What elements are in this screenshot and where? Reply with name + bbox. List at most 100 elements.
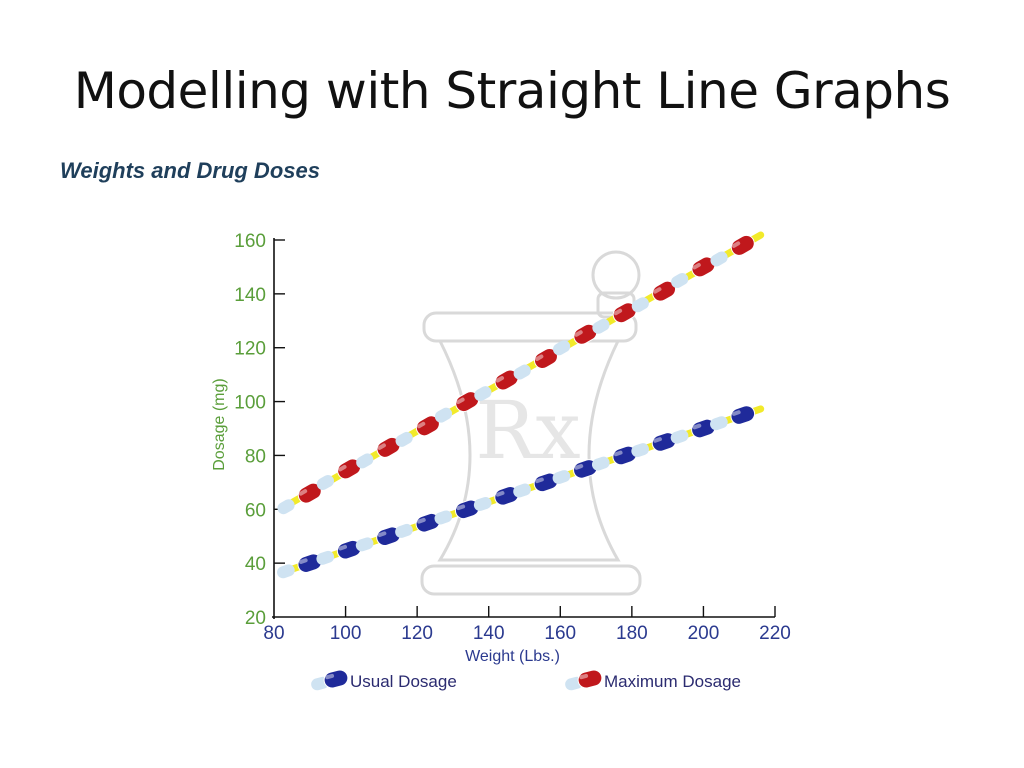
pill-shine <box>692 262 701 270</box>
mortar-rim <box>422 311 638 343</box>
pill-half-body <box>592 318 610 334</box>
chart-axes: 20 40 60 80 100 120 140 160 80 100 120 140 160 180 200… <box>211 231 791 665</box>
pill-shine <box>535 477 544 484</box>
pill-half <box>591 456 610 471</box>
y-tick-label: 120 <box>234 339 266 360</box>
pill-shine <box>692 423 702 430</box>
x-tick-label: 200 <box>688 623 720 644</box>
usual-dosage-point <box>336 539 362 560</box>
pill-half-body <box>591 456 610 471</box>
pestle-knob <box>591 250 641 300</box>
y-tick-label: 140 <box>234 285 266 306</box>
mortar-pestle-watermark: Rx <box>420 250 642 596</box>
legend-label: Usual Dosage <box>350 672 457 691</box>
pill-half <box>395 431 413 447</box>
pill-shine <box>298 489 308 496</box>
y-tick-label: 20 <box>245 608 266 629</box>
pill-half <box>395 523 413 538</box>
pill-shine <box>325 673 335 680</box>
pill-half <box>513 364 531 380</box>
pill-half-body <box>474 386 492 402</box>
maximum-dosage-point <box>612 302 637 324</box>
pill-half-body <box>552 470 571 485</box>
pill-half <box>356 453 374 469</box>
chart-legend: Usual Dosage Maximum Dosage <box>311 669 741 691</box>
legend-maximum-dosage: Maximum Dosage <box>565 669 741 691</box>
pill-half-body <box>670 429 689 444</box>
pill-shine <box>338 544 348 551</box>
y-axis-title: Dosage (mg) <box>211 378 228 470</box>
usual-dosage-point <box>612 445 637 466</box>
pill-shine <box>731 410 741 416</box>
maximum-dosage-point <box>337 458 362 480</box>
y-tick-label: 80 <box>245 446 266 467</box>
legend-label: Maximum Dosage <box>604 672 741 691</box>
pill-half <box>474 386 492 402</box>
pill-half <box>552 340 571 356</box>
usual-dosage-point <box>376 526 401 547</box>
pill-half-body <box>316 550 335 565</box>
x-tick-label: 220 <box>759 623 791 644</box>
rx-watermark: Rx <box>475 384 580 477</box>
pill-body <box>323 669 349 689</box>
pill-half <box>710 416 728 431</box>
usual-dosage-point <box>691 418 716 439</box>
pill-body <box>577 669 603 689</box>
x-tick-label: 140 <box>473 623 505 644</box>
maximum-dosage-point <box>494 369 519 391</box>
pill-half-body <box>631 297 649 313</box>
pill-half <box>355 537 374 552</box>
pill-half <box>434 510 453 525</box>
pill-shine <box>456 504 466 511</box>
pill-half <box>473 497 492 511</box>
pill-half-body <box>434 407 453 423</box>
pill-half <box>277 499 295 515</box>
x-tick-label: 80 <box>263 623 284 644</box>
pill-shine <box>298 558 308 564</box>
maximum-dosage-point <box>415 415 440 437</box>
pill-half-body <box>277 564 295 579</box>
pill-half-body <box>395 431 413 447</box>
pill-half-body <box>277 499 295 515</box>
pill-half-body <box>473 497 492 511</box>
pill-half <box>316 550 335 565</box>
pill-half <box>434 407 453 423</box>
pill-shine <box>338 464 347 472</box>
pill-half <box>631 443 650 458</box>
usual-dosage-point <box>730 405 756 425</box>
pill-half <box>670 429 689 444</box>
maximum-dosage-point <box>730 234 755 256</box>
maximum-dosage-point <box>533 347 558 369</box>
pill-half-body <box>513 364 531 380</box>
pill-half <box>592 318 610 334</box>
x-tick-label: 180 <box>616 623 648 644</box>
slide-title: Modelling with Straight Line Graphs <box>73 62 951 120</box>
pill-shine <box>495 376 505 383</box>
pill-half <box>316 474 335 490</box>
pill-half-body <box>552 340 571 356</box>
legend-pill-icon <box>577 669 603 689</box>
mortar-base <box>420 564 642 596</box>
pill-half-body <box>316 474 335 490</box>
pill-half-body <box>355 537 374 552</box>
pill-shine <box>574 330 583 337</box>
x-tick-label: 160 <box>544 623 576 644</box>
pill-shine <box>416 421 426 429</box>
pill-half-body <box>513 483 531 498</box>
pill-half <box>631 297 649 313</box>
maximum-dosage-point <box>455 391 480 413</box>
pill-shine <box>456 397 465 405</box>
pill-body <box>730 405 756 425</box>
pill-shine <box>574 464 584 470</box>
x-tick-label: 100 <box>330 623 362 644</box>
data-points <box>277 234 756 579</box>
pill-shine <box>377 531 387 538</box>
pill-half <box>671 273 689 288</box>
y-tick-label: 160 <box>234 231 266 252</box>
pill-half <box>552 470 571 485</box>
pill-half-body <box>631 443 650 458</box>
y-tick-label: 60 <box>245 500 266 521</box>
legend-pill-icon <box>323 669 349 689</box>
x-axis-title: Weight (Lbs.) <box>465 648 560 665</box>
pill-shine <box>653 287 662 294</box>
